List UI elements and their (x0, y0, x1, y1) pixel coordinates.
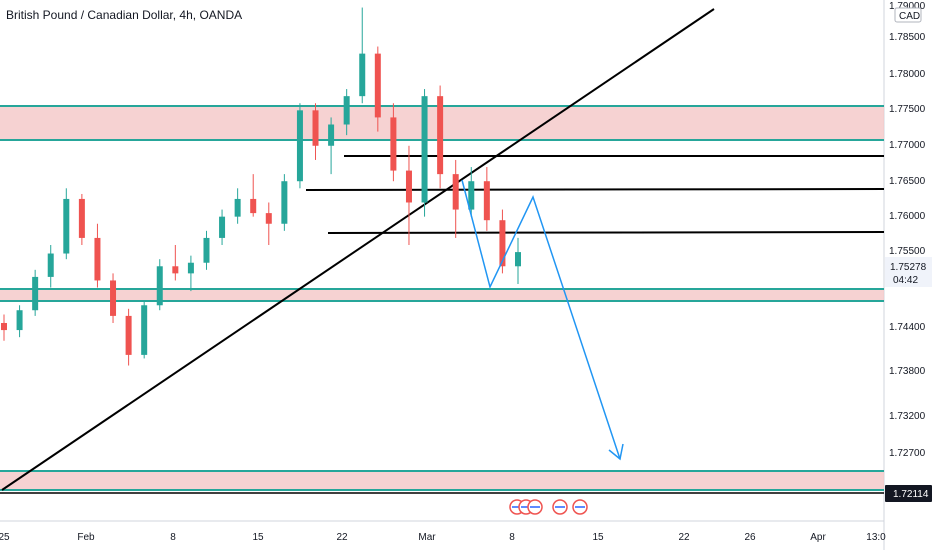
candle-body (110, 280, 117, 316)
price-tick-label: 1.73200 (889, 411, 926, 422)
candle-body (515, 252, 521, 267)
candle-body (16, 310, 23, 331)
support-zone-lower-fill (0, 471, 884, 490)
candle-body (63, 198, 70, 254)
price-tick-label: 1.79000 (889, 1, 926, 12)
price-tick-label: 1.78000 (889, 69, 926, 80)
price-tick-label: 1.76500 (889, 176, 926, 187)
time-tick-label: 13:0 (866, 532, 886, 543)
candle-body (1, 322, 7, 331)
time-tick-label: 22 (336, 532, 348, 543)
candle-body (203, 237, 210, 263)
price-tick-label: 1.72700 (889, 448, 926, 459)
current-price-box (885, 257, 932, 287)
candle-body (359, 53, 366, 97)
price-tick-label: 1.78500 (889, 32, 926, 43)
candle-body (219, 216, 226, 238)
candle-body (172, 266, 179, 274)
candle-body (78, 198, 85, 238)
last-level-label: 1.72114 (893, 489, 929, 500)
candle-body (234, 198, 241, 217)
candle-body (312, 110, 319, 146)
candle-body (374, 53, 381, 118)
time-tick-label: 22 (678, 532, 690, 543)
currency-label: CAD (899, 11, 920, 22)
candle-body (390, 117, 397, 171)
current-price-label: 1.75278 (890, 262, 927, 273)
candle-body (125, 315, 132, 355)
candle-body (452, 174, 459, 210)
candle-body (468, 181, 475, 210)
candle-body (47, 253, 54, 277)
candle-body (405, 170, 412, 203)
time-tick-label: Mar (418, 532, 436, 543)
candle-body (32, 276, 39, 311)
candle-body (156, 266, 163, 306)
candle-body (343, 96, 350, 125)
countdown-label: 04:42 (893, 275, 918, 286)
currency-box[interactable] (894, 7, 922, 23)
candle-body (141, 305, 148, 355)
candle-body (187, 262, 194, 274)
time-tick-label: 8 (170, 532, 176, 543)
price-tick-label: 1.75500 (889, 246, 926, 257)
price-tick-label: 1.76000 (889, 211, 926, 222)
time-tick-label: 26 (744, 532, 756, 543)
candle-body (328, 124, 335, 146)
last-level-box (885, 485, 932, 502)
resistance-line-3 (327, 231, 885, 234)
projection-arrowhead (608, 443, 624, 461)
time-tick-label: 15 (592, 532, 604, 543)
price-tick-label: 1.74400 (889, 322, 926, 333)
candle-body (296, 110, 303, 182)
candle-body (483, 181, 490, 221)
price-tick-label: 1.77000 (889, 140, 926, 151)
candle-body (499, 220, 506, 267)
candle-body (94, 237, 101, 281)
support-zone-middle-fill (0, 289, 884, 301)
candle-body (281, 181, 288, 224)
candle-body (265, 213, 272, 224)
time-tick-label: 15 (252, 532, 264, 543)
time-tick-label: Apr (810, 532, 826, 543)
time-tick-label: 25 (0, 532, 10, 543)
resistance-line-2 (305, 188, 885, 191)
trend-line (1, 8, 715, 491)
chart-title: British Pound / Canadian Dollar, 4h, OAN… (6, 8, 243, 22)
price-tick-label: 1.73800 (889, 366, 926, 377)
candle-body (437, 96, 444, 175)
time-tick-label: Feb (77, 532, 95, 543)
time-tick-label: 8 (509, 532, 515, 543)
projection-path (461, 179, 621, 460)
candle-body (250, 198, 257, 214)
price-tick-label: 1.77500 (889, 104, 926, 115)
candle-body (421, 96, 428, 203)
